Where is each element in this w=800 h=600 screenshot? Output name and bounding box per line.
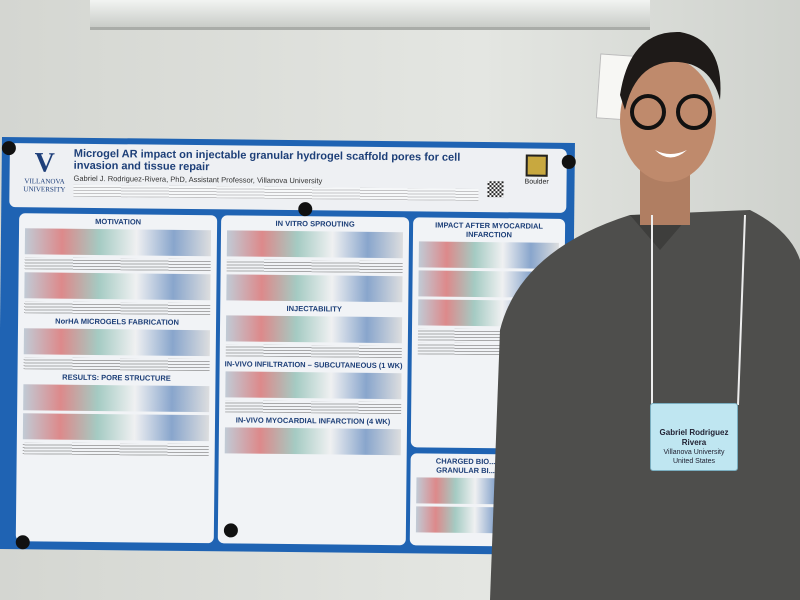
- poster-title: Microgel AR impact on injectable granula…: [73, 147, 461, 174]
- header-text: Microgel AR impact on injectable granula…: [73, 147, 479, 201]
- section-sprouting: IN VITRO SPROUTING: [275, 218, 355, 229]
- pin: [15, 535, 30, 550]
- section-pore-structure: RESULTS: PORE STRUCTURE: [62, 372, 171, 383]
- pin: [1, 140, 16, 156]
- badge-country: United States: [672, 458, 716, 465]
- villanova-logo: V VILLANOVA UNIVERSITY: [19, 147, 69, 194]
- badge-name: Gabriel Rodriguez Rivera: [659, 428, 729, 447]
- section-injectability: INJECTABILITY: [286, 303, 342, 314]
- name-badge: Gabriel Rodriguez Rivera Villanova Unive…: [650, 403, 738, 471]
- poster-column-middle: IN VITRO SPROUTING INJECTABILITY IN-VIVO…: [217, 215, 410, 546]
- pin: [223, 523, 238, 538]
- section-motivation: MOTIVATION: [95, 216, 142, 227]
- section-infiltration: IN-VIVO INFILTRATION – SUBCUTANEOUS (1 W…: [224, 359, 403, 371]
- person: [490, 31, 800, 600]
- badge-org: Villanova University: [663, 449, 725, 456]
- section-fabrication: NorHA MICROGELS FABRICATION: [55, 316, 179, 327]
- logo-text: VILLANOVA UNIVERSITY: [23, 177, 66, 194]
- section-mi-4wk: IN-VIVO MYOCARDIAL INFARCTION (4 WK): [235, 415, 391, 427]
- window: [90, 0, 650, 30]
- affiliations: [73, 184, 479, 201]
- poster-column-left: MOTIVATION NorHA MICROGELS FABRICATION R…: [15, 213, 218, 544]
- pin: [298, 202, 313, 217]
- logo-mark: V: [34, 147, 56, 179]
